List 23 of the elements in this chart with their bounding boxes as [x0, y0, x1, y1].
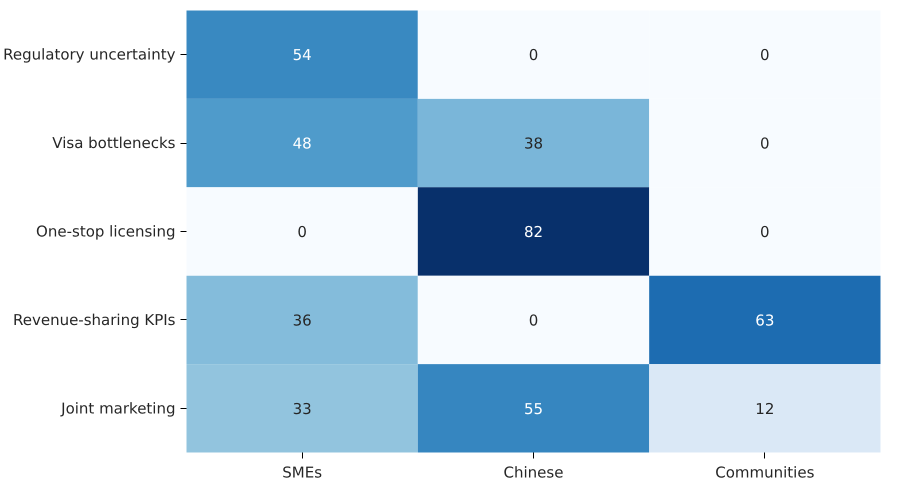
data-label: 0	[528, 46, 538, 64]
data-label: 12	[755, 400, 774, 418]
data-label: 36	[292, 311, 312, 330]
data-label: 48	[292, 134, 312, 153]
data-label: 33	[292, 400, 312, 418]
x-tick-label: SMEs	[282, 464, 322, 482]
data-label: 82	[524, 223, 544, 241]
data-label: 38	[524, 134, 544, 153]
x-tick-label: Chinese	[504, 464, 564, 482]
data-label: 55	[524, 400, 544, 418]
data-label: 63	[755, 311, 774, 330]
y-tick-label: Regulatory uncertainty	[3, 46, 176, 64]
data-label: 0	[528, 311, 538, 330]
y-tick-label: One-stop licensing	[36, 222, 176, 240]
data-label: 0	[760, 223, 770, 241]
y-tick-label: Visa bottlenecks	[52, 134, 176, 152]
data-label: 0	[297, 223, 307, 241]
data-label: 0	[760, 46, 770, 64]
data-label: 54	[292, 46, 312, 64]
data-label: 0	[760, 134, 770, 153]
y-tick-label: Revenue-sharing KPIs	[13, 310, 176, 329]
y-tick-label: Joint marketing	[60, 399, 176, 418]
x-tick-label: Communities	[715, 464, 815, 482]
